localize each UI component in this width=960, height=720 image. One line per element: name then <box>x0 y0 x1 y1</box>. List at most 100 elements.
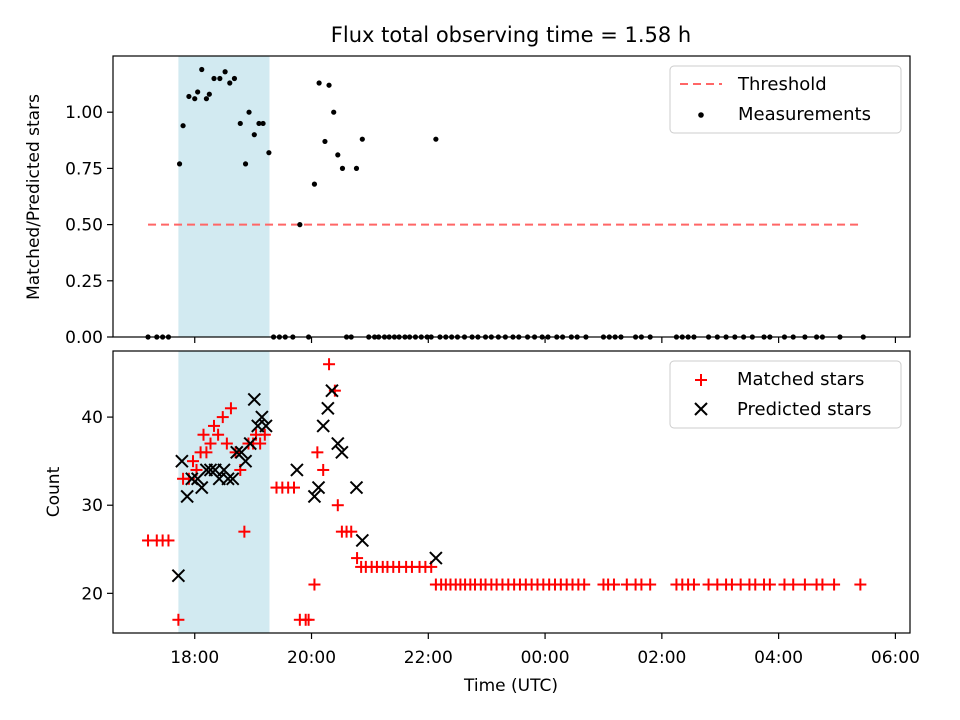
x-tick-label: 00:00 <box>521 648 570 668</box>
chart-title: Flux total observing time = 1.58 h <box>331 23 691 47</box>
measurement-point <box>211 75 217 82</box>
measurement-point <box>195 89 201 95</box>
measurement-point <box>353 165 360 171</box>
measurement-point <box>297 222 303 228</box>
measurement-point <box>266 150 272 156</box>
predicted-star-marker <box>259 419 273 433</box>
matched-star-marker <box>208 419 221 432</box>
predicted-star-marker <box>255 410 269 424</box>
predicted-star-marker <box>349 480 364 495</box>
measurement-point <box>326 82 332 88</box>
observing-window-band <box>178 351 270 633</box>
measurement-point <box>222 69 228 75</box>
matched-star-marker <box>302 613 315 626</box>
matched-star-marker <box>763 578 776 591</box>
matched-star-marker <box>172 613 185 626</box>
x-tick-label: 02:00 <box>637 648 686 668</box>
matched-star-marker <box>224 402 237 415</box>
matched-stars-points <box>142 358 867 626</box>
matched-star-marker <box>212 428 225 441</box>
count-y-axis: 20 30 40 <box>81 408 113 604</box>
matched-star-marker <box>317 463 330 476</box>
measurement-point <box>316 80 322 86</box>
measurement-point <box>242 161 249 167</box>
matched-star-marker <box>607 578 620 591</box>
matched-star-marker <box>238 525 251 538</box>
ratio-y-axis: 0.00 0.25 0.50 0.75 1.00 <box>65 103 113 348</box>
predicted-star-marker <box>180 489 194 504</box>
ratio-y-label: Matched/Predicted stars <box>24 94 44 300</box>
predicted-star-marker <box>290 463 304 477</box>
matched-star-marker <box>331 499 344 512</box>
count-panel: 20 30 40 18:00 20:00 22:00 00:00 02:00 04:00 06:… <box>44 350 920 696</box>
predicted-star-marker <box>247 392 262 407</box>
y-tick-label: 1.00 <box>65 103 103 123</box>
matched-star-marker <box>200 446 213 459</box>
matched-star-marker <box>816 578 829 591</box>
measurement-point <box>246 109 252 115</box>
predicted-star-marker <box>325 383 339 398</box>
measurement-point <box>192 96 198 102</box>
count-x-axis: 18:00 20:00 22:00 00:00 02:00 04:00 06:00 <box>170 633 920 668</box>
x-tick-label: 20:00 <box>287 648 336 668</box>
predicted-star-marker <box>243 436 257 451</box>
predicted-star-marker <box>195 480 209 495</box>
y-tick-label: 30 <box>81 496 103 516</box>
legend-predicted-swatch <box>694 402 708 416</box>
matched-star-marker <box>798 578 811 591</box>
matched-star-marker <box>578 578 591 591</box>
predicted-star-marker <box>316 419 330 433</box>
x-tick-label: 22:00 <box>404 648 453 668</box>
legend-matched-swatch <box>695 374 707 386</box>
measurement-point <box>251 132 257 138</box>
count-legend: Matched stars Predicted stars <box>669 360 902 429</box>
matched-star-marker <box>345 525 358 538</box>
predicted-star-marker <box>429 551 443 565</box>
measurement-point <box>199 66 205 73</box>
count-y-label: Count <box>44 466 64 517</box>
matched-star-marker <box>288 481 301 494</box>
matched-star-marker <box>351 552 364 565</box>
x-tick-label: 06:00 <box>871 648 920 668</box>
matched-star-marker <box>854 578 867 591</box>
measurement-point <box>206 91 212 97</box>
legend-predicted-label: Predicted stars <box>737 399 871 420</box>
ratio-legend: Threshold Measurements <box>669 65 902 134</box>
measurement-point <box>339 165 346 171</box>
predicted-star-marker <box>225 472 240 486</box>
matched-star-marker <box>687 578 700 591</box>
measurement-point <box>203 96 210 102</box>
measurement-point <box>260 120 266 127</box>
measurement-point <box>322 138 328 145</box>
matched-star-marker <box>308 578 321 591</box>
measurement-point <box>311 181 318 187</box>
predicted-star-marker <box>321 401 335 415</box>
observing-window-band <box>178 56 270 337</box>
predicted-star-marker <box>171 569 186 583</box>
ratio-x-ticks <box>194 337 897 343</box>
y-tick-label: 0.75 <box>65 159 103 179</box>
ratio-plot-frame <box>112 55 911 338</box>
matched-star-marker <box>644 578 657 591</box>
predicted-star-marker <box>355 533 370 548</box>
matched-star-marker <box>787 578 800 591</box>
y-tick-label: 0.00 <box>65 328 103 348</box>
legend-measurement-swatch <box>698 112 704 118</box>
predicted-stars-points <box>171 383 443 583</box>
measurement-point <box>331 109 337 115</box>
predicted-star-marker <box>238 454 253 468</box>
y-tick-label: 0.25 <box>65 272 103 292</box>
matched-star-marker <box>220 437 233 450</box>
matched-star-marker <box>254 437 267 450</box>
measurement-point <box>335 152 341 158</box>
x-tick-label: 18:00 <box>170 648 219 668</box>
measurement-point <box>237 120 243 127</box>
legend-threshold-label: Threshold <box>737 74 827 95</box>
predicted-star-marker <box>335 445 349 460</box>
measurement-point <box>359 136 365 142</box>
measurement-point <box>433 136 439 142</box>
measurement-point <box>227 80 233 86</box>
x-tick-label: 04:00 <box>754 648 803 668</box>
matched-star-marker <box>258 428 271 441</box>
